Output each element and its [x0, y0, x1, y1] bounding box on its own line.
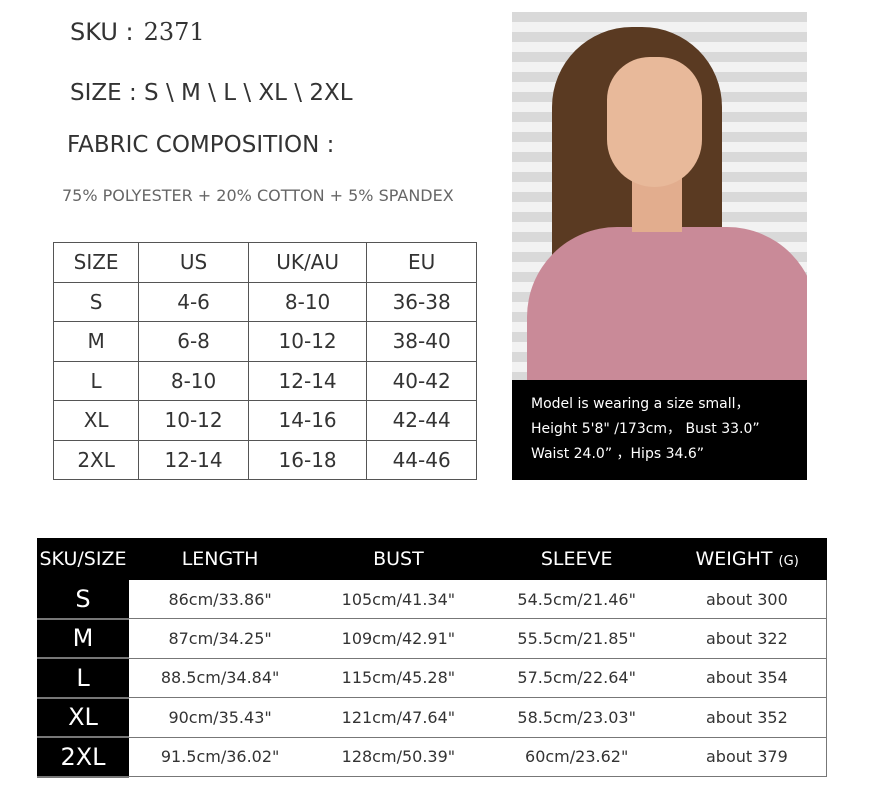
caption-line: Model is wearing a size small，	[531, 396, 750, 412]
size-value: S \ M \ L \ XL \ 2XL	[144, 80, 353, 106]
table-row: M 87cm/34.25" 109cm/42.91" 55.5cm/21.85" abo…	[37, 618, 827, 659]
fabric-heading: FABRIC COMPOSITION :	[67, 132, 335, 158]
table-row: 2XL 91.5cm/36.02" 128cm/50.39" 60cm/23.62" a…	[37, 737, 827, 778]
measurement-table: SKU/SIZE LENGTH BUST SLEEVE WEIGHT (G) S 86cm…	[37, 538, 827, 778]
table-cell: 86cm/33.86"	[129, 580, 312, 619]
table-cell: 44-46	[366, 439, 477, 480]
table-row: L 8-10 12-14 40-42	[52, 360, 477, 401]
column-header-label: LENGTH	[181, 548, 259, 570]
table-cell: M	[52, 321, 140, 362]
table-cell: 60cm/23.62"	[485, 737, 668, 777]
table-cell: 115cm/45.28"	[311, 658, 486, 698]
column-header-label: SKU/SIZE	[39, 548, 127, 570]
table-cell: 57.5cm/22.64"	[485, 658, 668, 698]
table-cell: about 354	[667, 658, 827, 698]
table-cell: 54.5cm/21.46"	[485, 580, 668, 619]
caption-line: Waist 24.0” ，Hips 34.6”	[531, 446, 704, 462]
size-label: SIZE :	[70, 80, 137, 106]
table-cell: 8-10	[247, 281, 368, 322]
table-cell: 12-14	[247, 360, 368, 401]
table-cell: 16-18	[247, 439, 368, 480]
table-cell: 10-12	[138, 400, 249, 441]
table-cell: 105cm/41.34"	[311, 580, 486, 619]
size-cell: M	[37, 618, 129, 659]
table-cell: 8-10	[138, 360, 249, 401]
table-cell: about 352	[667, 697, 827, 738]
table-cell: 121cm/47.64"	[311, 697, 486, 738]
table-cell: 4-6	[138, 281, 249, 322]
table-cell: 87cm/34.25"	[129, 618, 312, 659]
model-photo	[512, 12, 807, 380]
sku-label: SKU :	[70, 18, 134, 46]
column-header: EU	[366, 242, 477, 283]
table-cell: XL	[52, 400, 140, 441]
caption-line: Height 5'8" /173cm， Bust 33.0”	[531, 421, 760, 437]
table-cell: about 300	[667, 580, 827, 619]
column-header: LENGTH	[129, 538, 312, 580]
table-cell: 109cm/42.91"	[311, 618, 486, 659]
table-row: M 6-8 10-12 38-40	[52, 321, 477, 362]
table-row: 2XL 12-14 16-18 44-46	[52, 439, 477, 480]
table-cell: 36-38	[366, 281, 477, 322]
size-cell: S	[37, 580, 129, 620]
table-cell: 40-42	[366, 360, 477, 401]
table-cell: 90cm/35.43"	[129, 697, 312, 738]
sku-value: 2371	[143, 18, 205, 46]
table-cell: 58.5cm/23.03"	[485, 697, 668, 738]
table-cell: 12-14	[138, 439, 249, 480]
table-cell: about 322	[667, 618, 827, 659]
column-header: BUST	[311, 538, 486, 580]
table-cell: 6-8	[138, 321, 249, 362]
column-header: SLEEVE	[485, 538, 668, 580]
sizes: SIZE : S \ M \ L \ XL \ 2XL	[70, 80, 353, 106]
column-header: SKU/SIZE	[37, 538, 129, 580]
column-header: SIZE	[52, 242, 140, 283]
table-cell: 2XL	[52, 439, 140, 480]
column-header-label: WEIGHT	[695, 548, 773, 570]
table-cell: 42-44	[366, 400, 477, 441]
table-row: L 88.5cm/34.84" 115cm/45.28" 57.5cm/22.64" a…	[37, 658, 827, 699]
column-header: US	[138, 242, 249, 283]
weight-unit: (G)	[778, 554, 799, 569]
size-cell: XL	[37, 697, 129, 738]
size-cell: L	[37, 658, 129, 699]
column-header: UK/AU	[247, 242, 368, 283]
table-cell: L	[52, 360, 140, 401]
size-conversion-table: SIZE US UK/AU EU S 4-6 8-10 36-38 M 6-8 10-12 38-40…	[52, 242, 477, 480]
column-header-label: SLEEVE	[540, 548, 613, 570]
table-cell: 55.5cm/21.85"	[485, 618, 668, 659]
table-cell: 91.5cm/36.02"	[129, 737, 312, 777]
table-row: XL 90cm/35.43" 121cm/47.64" 58.5cm/23.03" ab…	[37, 697, 827, 738]
table-cell: about 379	[667, 737, 827, 777]
table-cell: 14-16	[247, 400, 368, 441]
size-cell: 2XL	[37, 737, 129, 778]
table-row: S 86cm/33.86" 105cm/41.34" 54.5cm/21.46" abo…	[37, 580, 827, 620]
fabric-composition: 75% POLYESTER + 20% COTTON + 5% SPANDEX	[62, 186, 454, 205]
column-header-label: BUST	[373, 548, 424, 570]
table-cell: 128cm/50.39"	[311, 737, 486, 777]
table-cell: 38-40	[366, 321, 477, 362]
table-row: S 4-6 8-10 36-38	[52, 281, 477, 322]
column-header: WEIGHT (G)	[667, 538, 827, 580]
table-cell: 88.5cm/34.84"	[129, 658, 312, 698]
model-caption: Model is wearing a size small， Height 5'…	[512, 380, 807, 480]
table-cell: S	[52, 281, 140, 322]
sku: SKU : 2371	[70, 18, 205, 46]
table-row: XL 10-12 14-16 42-44	[52, 400, 477, 441]
table-header-row: SIZE US UK/AU EU	[52, 242, 477, 283]
table-cell: 10-12	[247, 321, 368, 362]
